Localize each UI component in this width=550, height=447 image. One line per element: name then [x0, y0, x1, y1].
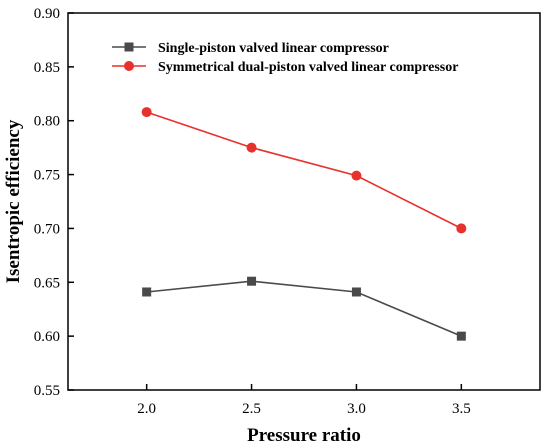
legend: Single-piston valved linear compressor Sy…: [112, 41, 458, 75]
data-point: [351, 287, 361, 297]
y-tick-label: 0.90: [34, 6, 60, 22]
data-point: [246, 142, 257, 153]
legend-label: Single-piston valved linear compressor: [158, 41, 389, 56]
x-tick-label: 3.5: [452, 401, 471, 417]
x-tick-label: 2.0: [137, 401, 156, 417]
series-line: [146, 280, 462, 337]
data-point: [456, 223, 467, 234]
y-tick-label: 0.70: [34, 221, 60, 237]
series-2: [141, 107, 467, 234]
data-point: [141, 107, 152, 118]
y-tick-label: 0.75: [34, 168, 60, 184]
y-tick-label: 0.55: [34, 383, 60, 399]
data-point: [247, 276, 257, 286]
series-line: [146, 111, 462, 230]
y-axis-title: Isentropic efficiency: [3, 119, 24, 283]
y-tick-label: 0.65: [34, 275, 60, 291]
x-axis-title: Pressure ratio: [247, 425, 361, 446]
plot-frame: [67, 12, 541, 391]
legend-label: Symmetrical dual-piston valved linear co…: [158, 60, 458, 75]
x-axis: 2.0 2.5 3.0 3.5: [137, 384, 471, 417]
x-tick-label: 3.0: [347, 401, 366, 417]
data-point: [456, 331, 466, 341]
legend-marker: [124, 42, 134, 52]
legend-marker: [124, 61, 134, 71]
y-tick-label: 0.60: [34, 329, 60, 345]
x-tick-label: 2.5: [242, 401, 261, 417]
y-tick-label: 0.80: [34, 114, 60, 130]
legend-item: Symmetrical dual-piston valved linear co…: [112, 60, 458, 75]
data-point: [142, 287, 152, 297]
y-tick-label: 0.85: [34, 60, 60, 76]
series-layer: [141, 107, 467, 341]
data-point: [351, 170, 362, 181]
series-1: [142, 276, 466, 341]
y-axis: 0.55 0.60 0.65 0.70 0.75 0.80 0.85 0.90: [34, 6, 74, 399]
legend-item: Single-piston valved linear compressor: [112, 41, 389, 56]
